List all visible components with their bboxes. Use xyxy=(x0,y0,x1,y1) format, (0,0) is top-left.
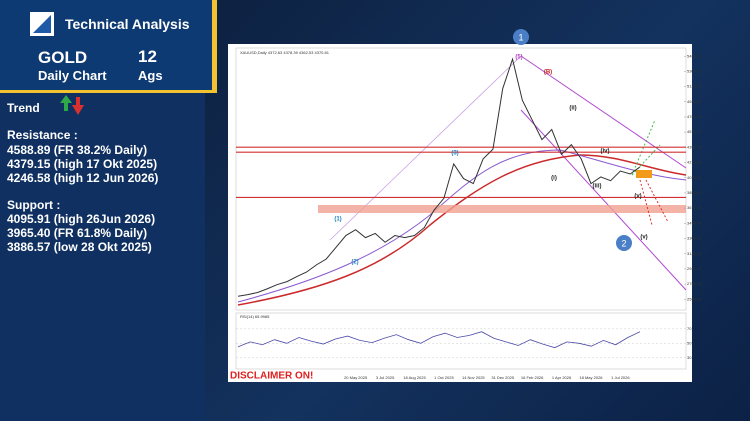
resistance-title: Resistance : xyxy=(7,128,78,142)
plot-border xyxy=(235,47,687,311)
timeframe: Daily Chart xyxy=(38,68,107,83)
x-tick-label: 31 Dec 2025 xyxy=(491,375,514,380)
y-tick-label: 2946.67 xyxy=(687,266,702,271)
wave-label: (2) xyxy=(351,260,358,266)
trend-icon xyxy=(60,95,84,115)
wave-label: (iv) xyxy=(601,149,610,155)
y-tick-label: 4035.01 xyxy=(687,175,702,180)
wave-label: (i) xyxy=(551,176,557,182)
x-tick-label: 20 May 2025 xyxy=(344,375,368,380)
channel-line xyxy=(520,55,687,169)
moving-average xyxy=(237,154,687,306)
x-tick-label: 1 Jul 2026 xyxy=(611,375,630,380)
wave-circle xyxy=(616,235,632,251)
y-tick-label: 3309.45 xyxy=(687,236,702,241)
x-tick-label: 14 Nov 2025 xyxy=(462,375,485,380)
rsi-border xyxy=(235,312,687,370)
rsi-label: RSI(14) 65.9985 xyxy=(240,314,270,319)
logo xyxy=(30,12,54,36)
x-tick-label: 1 Oct 2025 xyxy=(434,375,454,380)
support-item: 3965.40 (FR 61.8% Daily) xyxy=(7,226,148,240)
wave-label: (iii) xyxy=(593,184,602,190)
y-tick-label: 4397.78 xyxy=(687,144,702,149)
y-tick-label: 2583.89 xyxy=(687,296,702,301)
chart-header: XAUUSD,Daily 4372.63 4378.39 4362.53 437… xyxy=(240,50,330,55)
wave-label: (3) xyxy=(451,151,458,157)
app-title: Technical Analysis xyxy=(65,16,190,32)
wave-label: (B) xyxy=(544,70,552,76)
wave-marker: 1 xyxy=(518,32,523,42)
resistance-item: 4379.15 (high 17 Okt 2025) xyxy=(7,157,158,171)
rsi-tick-label: 70 xyxy=(687,326,692,331)
x-tick-label: 18 May 2026 xyxy=(579,375,603,380)
y-tick-label: 3853.62 xyxy=(687,190,702,195)
trend-label: Trend xyxy=(7,101,40,115)
wave-marker: 2 xyxy=(621,238,626,248)
y-tick-label: 4216.39 xyxy=(687,160,702,165)
y-tick-label: 2765.28 xyxy=(687,281,702,286)
y-tick-label: 3128.06 xyxy=(687,251,702,256)
y-tick-label: 3490.84 xyxy=(687,220,702,225)
support-item: 3886.57 (low 28 Okt 2025) xyxy=(7,240,152,254)
left-panel: Technical Analysis GOLD Daily Chart 12 A… xyxy=(0,0,217,421)
y-tick-label: 4760.56 xyxy=(687,114,702,119)
number: 12 xyxy=(138,47,157,66)
wave-circle xyxy=(513,29,529,45)
x-tick-label: 3 Jul 2025 xyxy=(376,375,395,380)
rsi-tick-label: 50 xyxy=(687,340,692,345)
rsi-line xyxy=(237,331,641,349)
number-unit: Ags xyxy=(138,68,163,83)
logo-mark xyxy=(33,15,51,33)
title-box: Technical Analysis GOLD Daily Chart 12 A… xyxy=(0,0,217,93)
wave-label: (1) xyxy=(334,217,341,223)
up-arrow xyxy=(60,95,72,111)
y-tick-label: 5304.73 xyxy=(687,68,702,73)
resistance-item: 4246.58 (high 12 Jun 2026) xyxy=(7,171,159,185)
y-tick-label: 5486.12 xyxy=(687,53,702,58)
wave-label: (5) xyxy=(515,55,522,61)
y-tick-label: 4579.17 xyxy=(687,129,702,134)
y-tick-label: 5123.34 xyxy=(687,84,702,89)
y-tick-label: 3672.23 xyxy=(687,205,702,210)
moving-average xyxy=(237,149,687,303)
support-item: 4095.91 (high 26Jun 2026) xyxy=(7,212,156,226)
channel-line xyxy=(520,109,687,291)
symbol: GOLD xyxy=(38,48,88,67)
x-tick-label: 16 Feb 2026 xyxy=(521,375,544,380)
y-tick-label: 4941.95 xyxy=(687,99,702,104)
wave-label: (v) xyxy=(640,235,647,241)
down-arrow xyxy=(72,97,84,115)
support-zone xyxy=(318,205,686,213)
wave-label: (v) xyxy=(634,194,641,200)
wave-label: (ii) xyxy=(569,106,576,112)
disclaimer: DISCLAIMER ON! xyxy=(230,371,313,382)
zone-marker xyxy=(636,170,652,178)
rsi-tick-label: 30 xyxy=(687,355,692,360)
support-title: Support : xyxy=(7,198,61,212)
resistance-item: 4588.89 (FR 38.2% Daily) xyxy=(7,143,148,157)
x-tick-label: 18 Aug 2025 xyxy=(403,375,426,380)
x-tick-label: 1 Apr 2026 xyxy=(552,375,572,380)
price-line xyxy=(237,57,641,297)
